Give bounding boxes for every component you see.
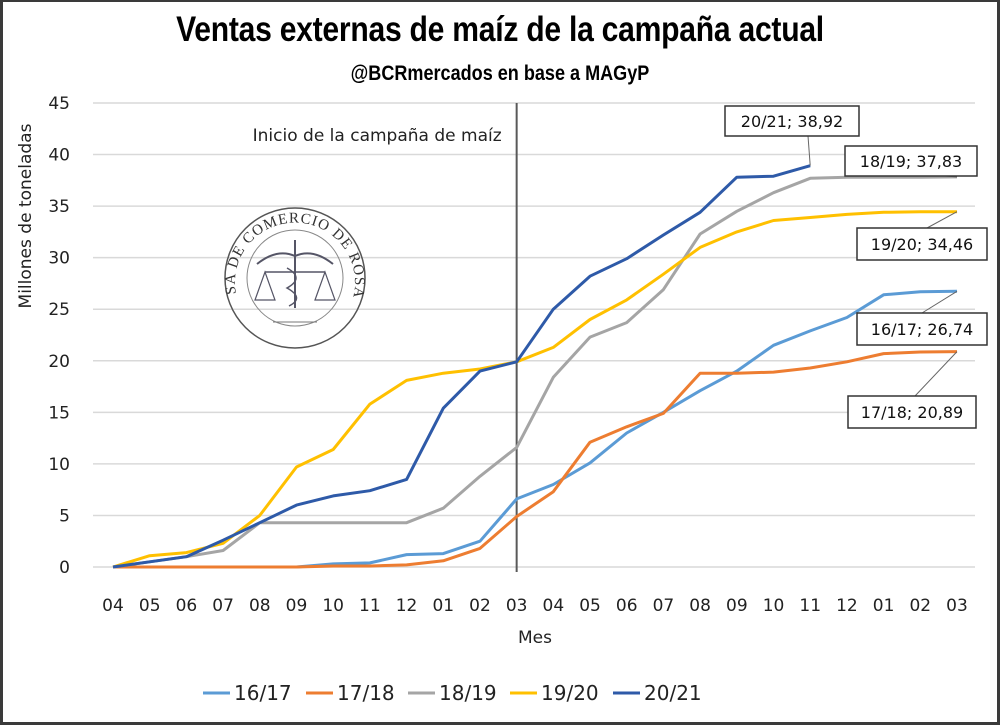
legend-item[interactable]: 16/17 bbox=[203, 681, 292, 705]
end-labels: 16/17; 26,74 17/18; 20,89 18/19; 37,83 19/2… bbox=[724, 105, 988, 429]
end-label-box bbox=[724, 105, 860, 137]
end-label-text: 16/17; 26,74 bbox=[871, 320, 973, 339]
x-tick-label: 10 bbox=[322, 596, 344, 616]
end-label-box bbox=[847, 395, 977, 429]
leader-line bbox=[807, 135, 811, 166]
end-label-text: 20/21; 38,92 bbox=[741, 112, 843, 131]
campaign-start-label: Inicio de la campaña de maíz bbox=[253, 126, 502, 146]
chart-title: Ventas externas de maíz de la campaña ac… bbox=[176, 10, 824, 49]
x-tick-label: 03 bbox=[506, 596, 528, 616]
end-label-text: 19/20; 34,46 bbox=[871, 235, 973, 254]
x-axis-ticks: 04 05 06 07 08 09 10 11 12 01 02 03 04 05 06 07 08 09 10 11… bbox=[102, 596, 968, 616]
y-tick-label: 10 bbox=[48, 455, 70, 475]
y-tick-label: 40 bbox=[48, 146, 70, 166]
y-tick-label: 35 bbox=[48, 197, 70, 217]
legend-label: 18/19 bbox=[439, 681, 497, 705]
series-line-17-18 bbox=[113, 350, 958, 569]
x-tick-label: 04 bbox=[102, 596, 124, 616]
seal-outer-ring bbox=[224, 207, 366, 349]
x-tick-label: 05 bbox=[139, 596, 161, 616]
series-line-18-19 bbox=[112, 175, 958, 569]
end-label-text: 17/18; 20,89 bbox=[861, 403, 963, 422]
x-tick-label: 11 bbox=[359, 596, 381, 616]
chart-subtitle: @BCRmercados en base a MAGyP bbox=[350, 62, 650, 85]
legend: 16/17 17/18 18/19 19/20 20/21 bbox=[203, 681, 702, 705]
legend-item[interactable]: 18/19 bbox=[408, 681, 497, 705]
x-tick-label: 06 bbox=[176, 596, 198, 616]
bcr-seal-watermark: BOLSA DE COMERCIO DE ROSARIO bbox=[0, 0, 366, 349]
end-label-box bbox=[856, 312, 988, 346]
x-tick-label: 02 bbox=[469, 596, 491, 616]
series-line-20-21 bbox=[112, 164, 811, 569]
legend-item[interactable]: 17/18 bbox=[306, 681, 395, 705]
leader-line bbox=[921, 290, 958, 314]
end-label-box bbox=[844, 145, 978, 177]
series-line-19-20 bbox=[112, 210, 958, 569]
x-tick-label: 06 bbox=[616, 596, 638, 616]
y-tick-label: 25 bbox=[48, 300, 70, 320]
x-tick-label: 01 bbox=[432, 596, 454, 616]
x-tick-label: 05 bbox=[579, 596, 601, 616]
series-line-16-17 bbox=[113, 289, 958, 569]
x-tick-label: 09 bbox=[726, 596, 748, 616]
snake-icon bbox=[285, 267, 298, 307]
end-label-box bbox=[856, 227, 988, 261]
y-tick-label: 15 bbox=[48, 403, 70, 423]
y-axis-ticks: 0 5 10 15 20 25 30 35 40 45 bbox=[48, 94, 70, 578]
x-tick-label: 03 bbox=[946, 596, 968, 616]
legend-label: 16/17 bbox=[234, 681, 292, 705]
campaign-start-marker: Inicio de la campaña de maíz bbox=[253, 103, 518, 572]
wings-icon bbox=[256, 252, 334, 265]
scale-pan-left-icon bbox=[254, 270, 276, 301]
legend-item[interactable]: 19/20 bbox=[510, 681, 599, 705]
x-tick-label: 07 bbox=[653, 596, 675, 616]
y-tick-label: 45 bbox=[48, 94, 70, 114]
x-tick-label: 01 bbox=[873, 596, 895, 616]
x-tick-label: 07 bbox=[212, 596, 234, 616]
x-axis-title: Mes bbox=[518, 628, 552, 648]
x-tick-label: 04 bbox=[543, 596, 565, 616]
x-tick-label: 02 bbox=[909, 596, 931, 616]
legend-item[interactable]: 20/21 bbox=[613, 681, 702, 705]
y-tick-label: 0 bbox=[59, 558, 70, 578]
series-lines bbox=[112, 164, 958, 569]
x-tick-label: 10 bbox=[763, 596, 785, 616]
leader-line bbox=[926, 211, 958, 229]
x-tick-label: 08 bbox=[249, 596, 271, 616]
y-tick-label: 5 bbox=[59, 506, 70, 526]
seal-inner-ring bbox=[246, 229, 344, 327]
legend-label: 20/21 bbox=[644, 681, 702, 705]
x-tick-label: 09 bbox=[286, 596, 308, 616]
x-tick-label: 12 bbox=[836, 596, 858, 616]
end-label-text: 18/19; 37,83 bbox=[860, 152, 962, 171]
x-tick-label: 12 bbox=[396, 596, 418, 616]
y-tick-label: 20 bbox=[48, 352, 70, 372]
x-tick-label: 11 bbox=[799, 596, 821, 616]
leader-line bbox=[914, 351, 958, 397]
y-tick-label: 30 bbox=[48, 249, 70, 269]
scale-pan-right-icon bbox=[314, 270, 336, 301]
legend-label: 19/20 bbox=[541, 681, 599, 705]
legend-label: 17/18 bbox=[337, 681, 395, 705]
x-tick-label: 08 bbox=[689, 596, 711, 616]
y-axis-title: Millones de toneladas bbox=[16, 123, 36, 308]
